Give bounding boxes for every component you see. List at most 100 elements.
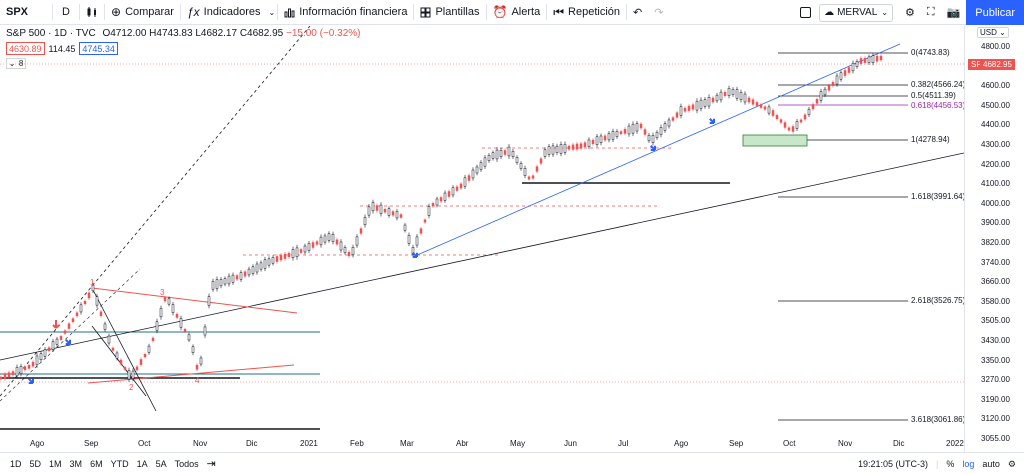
replay-label: Repetición: [568, 6, 620, 18]
interval-button[interactable]: D: [53, 0, 79, 25]
legend-low: L4682.17: [195, 28, 238, 39]
blue-arrow-icon: [650, 145, 656, 151]
candle-body: [119, 359, 123, 365]
candle-body: [643, 129, 647, 135]
legend-open: O4712.00: [102, 28, 147, 39]
chart-type-button[interactable]: [80, 0, 104, 25]
candle-body: [111, 347, 115, 351]
ask-button[interactable]: 4745.34: [79, 42, 118, 55]
bid-button[interactable]: 4630.89: [6, 42, 45, 55]
candle-body: [863, 57, 867, 63]
candle-body: [811, 104, 815, 110]
range-button[interactable]: YTD: [110, 458, 129, 469]
candle-body: [255, 263, 259, 273]
gear-icon[interactable]: ⚙: [1007, 458, 1016, 469]
range-button[interactable]: 5D: [29, 458, 42, 469]
templates-button[interactable]: Plantillas: [414, 0, 485, 25]
price-tick: 3820.00: [981, 238, 1010, 247]
long-trendline: [0, 152, 964, 361]
candle-body: [827, 85, 831, 91]
candle-body: [587, 139, 591, 147]
candles-series: [0, 53, 883, 382]
indicator-count: 8: [18, 59, 24, 68]
candle-body: [375, 205, 379, 211]
publish-button[interactable]: Publicar: [966, 0, 1024, 25]
clock-time[interactable]: 19:21:05 (UTC-3): [857, 459, 929, 469]
range-button[interactable]: Todos: [174, 458, 199, 469]
candle-body: [171, 304, 175, 313]
percent-toggle[interactable]: %: [946, 459, 955, 469]
candle-body: [363, 216, 367, 226]
candle-body: [127, 370, 131, 380]
candle-body: [159, 308, 163, 318]
candle-body: [451, 187, 455, 196]
fib-label-05: 0.5(4511.39): [911, 91, 956, 100]
publish-label: Publicar: [975, 6, 1015, 19]
symbol-price-tag: SPX: [968, 59, 991, 70]
divider: [277, 4, 279, 20]
indicators-button[interactable]: ƒx Indicadores: [181, 0, 267, 25]
price-tick: 4000.00: [981, 198, 1010, 208]
separator: |: [936, 459, 939, 469]
range-button[interactable]: 1A: [136, 458, 148, 469]
candle-body: [371, 202, 375, 212]
legend-symbol-name[interactable]: S&P 500 · 1D · TVC: [6, 28, 96, 39]
candle-body: [667, 119, 671, 127]
auto-toggle[interactable]: auto: [982, 459, 1000, 469]
candle-body: [47, 347, 51, 351]
chart-canvas[interactable]: 1 2 3 4: [0, 26, 964, 452]
undo-button[interactable]: ↶: [627, 0, 648, 25]
candle-body: [7, 372, 11, 378]
alert-button[interactable]: ⏰ Alerta: [487, 0, 547, 25]
time-axis[interactable]: Ago Sep Oct Nov Dic 2021 Feb Mar Abr May Jun Jul Ago…: [0, 439, 964, 452]
range-button[interactable]: 6M: [90, 458, 103, 469]
price-tick: 4400.00: [981, 120, 1010, 130]
range-button[interactable]: 1D: [10, 458, 22, 469]
candle-body: [51, 341, 55, 350]
indicators-collapse-box[interactable]: ⌄ 8: [6, 58, 26, 69]
merval-layout-button[interactable]: ☁ MERVAL ⌄: [819, 3, 893, 22]
fullscreen-button[interactable]: ⛶: [921, 0, 941, 25]
redo-button[interactable]: ↷: [648, 0, 669, 25]
candle-body: [123, 367, 127, 370]
range-button[interactable]: 3M: [69, 458, 83, 469]
price-tick: 4600.00: [981, 81, 1010, 91]
snapshot-button[interactable]: 📷: [941, 0, 967, 25]
financials-button[interactable]: Información financiera: [278, 0, 413, 25]
candle-body: [99, 311, 103, 316]
price-axis[interactable]: USD ⌄ 4800.004700.004600.004500.004400.0…: [964, 26, 1024, 452]
candle-body: [531, 175, 535, 179]
candle-body: [419, 228, 423, 234]
candle-body: [275, 256, 279, 262]
date-range-button[interactable]: ⇥: [203, 451, 220, 474]
red-channel-upper: [91, 287, 298, 314]
candle-body: [307, 243, 311, 251]
candle-body: [623, 128, 627, 134]
cloud-icon: ☁: [824, 7, 835, 18]
time-tick: 2021: [300, 439, 318, 448]
indicators-toggle[interactable]: ⌄ 8: [6, 58, 26, 69]
candle-body: [659, 127, 663, 135]
candle-body: [791, 126, 795, 132]
range-button[interactable]: 1M: [49, 458, 62, 469]
compare-button[interactable]: ⊕ Comparar: [105, 0, 180, 25]
indicators-dropdown[interactable]: ⌄: [267, 0, 278, 25]
candle-body: [499, 150, 503, 157]
fib-label-1618: 1.618(3991.64): [911, 192, 966, 201]
candle-body: [715, 94, 719, 102]
price-tick: 4500.00: [981, 100, 1010, 110]
candle-body: [15, 367, 19, 377]
range-button[interactable]: 5A: [155, 458, 167, 469]
replay-button[interactable]: ⏮ Repetición: [547, 0, 626, 25]
candle-body: [675, 112, 679, 118]
templates-icon: [420, 7, 431, 17]
chart-pane[interactable]: 1 2 3 4: [0, 26, 964, 452]
settings-button[interactable]: ⚙: [899, 0, 921, 25]
log-toggle[interactable]: log: [962, 459, 975, 469]
currency-selector[interactable]: USD ⌄: [977, 27, 1009, 38]
candle-body: [423, 219, 427, 223]
layout-checkbox[interactable]: [800, 7, 812, 18]
candle-body: [611, 131, 615, 140]
candle-body: [471, 169, 475, 179]
symbol-search[interactable]: SPX: [0, 0, 52, 25]
